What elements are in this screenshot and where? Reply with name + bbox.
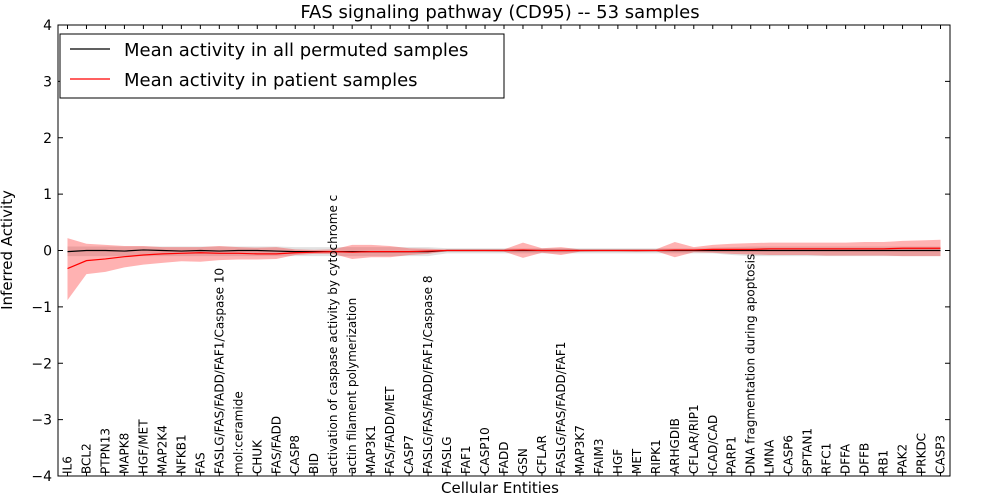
x-tick-label: RFC1 <box>820 443 834 474</box>
x-axis: IL6 BCL2 PTPN13 MAPK8 HGF/MET MAP2K4 NFKB1 FAS F… <box>60 25 948 476</box>
x-tick-label: DNA fragmentation during apoptosis <box>744 254 758 474</box>
y-axis: −4 −3 −2 −1 0 1 2 3 4 <box>31 18 950 485</box>
x-tick-label: PRKDC <box>915 433 929 474</box>
x-tick-label: FADD <box>497 442 511 475</box>
y-tick-label: −2 <box>31 356 52 372</box>
legend-label-patient: Mean activity in patient samples <box>124 70 418 91</box>
x-tick-label: FAS/FADD <box>269 416 283 474</box>
x-tick-label: HGF/MET <box>136 419 150 474</box>
x-tick-label: PARP1 <box>725 436 739 474</box>
x-tick-label: CASP10 <box>478 427 492 474</box>
x-tick-label: IL6 <box>60 456 74 474</box>
x-tick-label: FAIM3 <box>592 438 606 474</box>
x-tick-label: CASP8 <box>288 435 302 474</box>
y-tick-label: 2 <box>43 131 52 147</box>
plot-frame <box>57 24 951 477</box>
x-tick-label: FAF1 <box>459 445 473 474</box>
x-tick-label: FASLG/FAS/FADD/FAF1/Caspase 10 <box>212 268 226 474</box>
legend-box <box>59 33 505 99</box>
x-tick-label: FASLG <box>440 436 454 474</box>
x-tick-label: BID <box>307 453 321 474</box>
legend-label-permuted: Mean activity in all permuted samples <box>124 40 468 61</box>
x-tick-label: NFKB1 <box>174 434 188 474</box>
x-tick-label: HGF <box>611 449 625 474</box>
x-tick-label: ARHGDIB <box>668 418 682 474</box>
y-tick-label: 1 <box>43 187 52 203</box>
y-tick-label: −1 <box>31 300 52 316</box>
y-tick-label: −4 <box>31 469 52 485</box>
x-tick-label: actin filament polymerization <box>345 298 359 474</box>
x-tick-label: MAP3K1 <box>364 425 378 474</box>
y-tick-label: 0 <box>43 244 52 260</box>
chart-title: FAS signaling pathway (CD95) -- 53 sampl… <box>300 2 699 23</box>
y-tick-label: 4 <box>43 18 52 34</box>
y-tick-label: 3 <box>43 74 52 90</box>
x-tick-label: CASP6 <box>782 435 796 474</box>
x-tick-label: FASLG/FAS/FADD/FAF1/Caspase 8 <box>421 276 435 474</box>
y-axis-label: Inferred Activity <box>0 190 16 310</box>
x-tick-label: MAP3K7 <box>573 425 587 474</box>
x-tick-label: FASLG/FAS/FADD/FAF1 <box>554 342 568 474</box>
plot-area <box>67 238 941 301</box>
x-tick-label: mol:ceramide <box>231 391 245 474</box>
x-tick-label: FAS <box>193 452 207 474</box>
x-tick-label: SPTAN1 <box>801 428 815 474</box>
x-tick-label: CHUK <box>250 439 264 474</box>
x-tick-label: GSN <box>516 448 530 474</box>
x-tick-label: MET <box>630 448 644 474</box>
x-axis-label: Cellular Entities <box>441 479 559 497</box>
band-patient <box>67 238 941 301</box>
series-line-patient <box>67 247 941 270</box>
x-tick-label: CFLAR/RIP1 <box>687 404 701 474</box>
y-tick-label: −3 <box>31 413 52 429</box>
x-tick-label: BCL2 <box>79 443 93 474</box>
x-tick-label: CASP7 <box>402 435 416 474</box>
x-tick-label: PAK2 <box>896 444 910 474</box>
x-tick-label: CASP3 <box>934 435 948 474</box>
x-tick-label: DFFA <box>839 443 853 474</box>
x-tick-label: LMNA <box>763 439 777 474</box>
x-tick-label: PTPN13 <box>98 428 112 474</box>
x-tick-label: MAPK8 <box>117 433 131 474</box>
x-tick-label: RB1 <box>877 450 891 474</box>
x-tick-label: activation of caspase activity by cytoch… <box>326 195 340 474</box>
x-tick-label: MAP2K4 <box>155 425 169 474</box>
legend: Mean activity in all permuted samples Me… <box>59 33 505 99</box>
x-tick-label: DFFB <box>858 443 872 474</box>
x-tick-label: ICAD/CAD <box>706 415 720 474</box>
x-tick-label: FAS/FADD/MET <box>383 386 397 474</box>
x-tick-label: CFLAR <box>535 435 549 474</box>
x-tick-label: RIPK1 <box>649 439 663 474</box>
